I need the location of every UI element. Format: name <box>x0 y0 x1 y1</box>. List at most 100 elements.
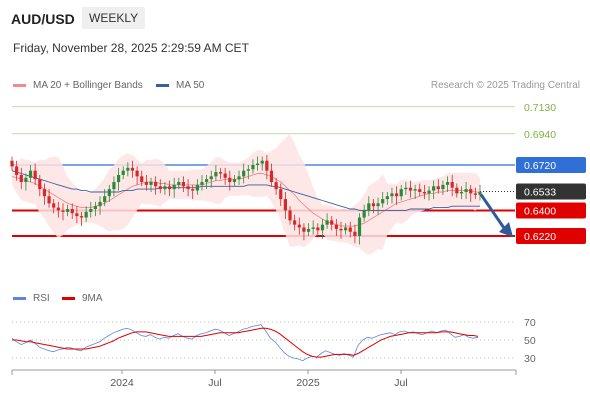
candle-body-78 <box>371 203 376 207</box>
candle-body-49 <box>237 176 241 180</box>
candle-body-59 <box>283 199 287 211</box>
forecast-arrow-head <box>499 222 513 237</box>
candle-body-32 <box>158 186 162 190</box>
level-label-4: 0.6400 <box>524 205 556 217</box>
legend-ma50: MA 50 <box>156 80 204 91</box>
candle-body-86 <box>408 187 413 191</box>
candle-body-87 <box>413 189 417 191</box>
candle-body-72 <box>344 227 348 231</box>
candle-body-30 <box>149 182 153 185</box>
candle-body-80 <box>381 199 385 204</box>
candle-body-53 <box>255 163 260 165</box>
level-label-3: 0.6533 <box>524 187 556 199</box>
candle-body-88 <box>418 189 422 192</box>
candle-body-60 <box>288 210 292 221</box>
candle-body-83 <box>394 193 399 197</box>
rsi-swatch <box>13 297 26 300</box>
symbol-title: AUD/USD <box>11 11 75 27</box>
candle-body-76 <box>362 210 366 218</box>
candle-body-61 <box>293 220 297 225</box>
candle-body-27 <box>135 170 139 177</box>
candle-body-20 <box>103 196 107 202</box>
candle-body-0 <box>10 160 14 167</box>
level-badge-3 <box>516 183 586 200</box>
candle-body-48 <box>232 179 237 183</box>
candle-body-35 <box>172 184 176 190</box>
bollinger-band-fill <box>12 134 480 255</box>
candle-body-97 <box>459 191 464 194</box>
candle-body-47 <box>228 177 232 183</box>
candle-body-33 <box>163 186 167 190</box>
x-tick-label-3: Jul <box>394 377 407 389</box>
candle-body-67 <box>320 224 325 231</box>
ma20-label: MA 20 + Bollinger Bands <box>33 80 143 91</box>
candle-body-16 <box>84 211 88 218</box>
candle-body-28 <box>140 176 144 183</box>
forecast-arrow-shaft <box>479 193 506 229</box>
header-bar: AUD/USD WEEKLY <box>0 0 590 32</box>
candle-body-74 <box>353 231 357 236</box>
rsi-tick-1: 50 <box>524 335 536 347</box>
candle-body-89 <box>422 191 426 194</box>
candle-body-19 <box>98 201 102 207</box>
candle-body-37 <box>181 182 186 187</box>
candle-body-96 <box>455 187 459 194</box>
rsi-tick-2: 30 <box>524 353 536 365</box>
forecast-arrow-group <box>479 193 513 237</box>
level-label-5: 0.6220 <box>524 231 556 243</box>
rsi-label: RSI <box>33 293 50 304</box>
rsi-ma-line <box>12 327 479 358</box>
legend-rsi-ma: 9MA <box>62 293 103 304</box>
candle-body-66 <box>316 227 320 231</box>
candle-body-81 <box>385 196 389 200</box>
candle-body-54 <box>260 160 264 164</box>
legend-rsi: RSI <box>13 293 50 304</box>
candle-body-91 <box>432 186 436 191</box>
candle-body-44 <box>214 172 218 177</box>
level-badge-2 <box>516 157 586 173</box>
candle-body-3 <box>24 177 28 183</box>
level-badge-4 <box>516 202 586 219</box>
x-tick-label-1: Jul <box>208 377 221 389</box>
candle-body-4 <box>28 170 33 178</box>
candle-body-2 <box>19 174 23 183</box>
candle-body-31 <box>154 182 158 187</box>
bollinger-bands <box>12 134 480 255</box>
candle-body-14 <box>75 213 79 217</box>
candle-body-41 <box>200 182 204 185</box>
candle-body-99 <box>469 189 473 194</box>
level-label-2: 0.6720 <box>524 160 556 172</box>
candle-body-26 <box>130 167 135 171</box>
candle-body-36 <box>177 182 181 185</box>
candle-body-24 <box>121 170 125 175</box>
candle-body-55 <box>265 160 269 171</box>
candle-body-9 <box>52 203 56 208</box>
candle-body-90 <box>427 190 431 194</box>
level-badge-5 <box>516 228 586 244</box>
candle-body-63 <box>302 227 306 232</box>
legend-ma20: MA 20 + Bollinger Bands <box>13 80 143 91</box>
ma50-label: MA 50 <box>176 80 205 91</box>
level-label-0: 0.7130 <box>524 102 556 114</box>
candle-body-100 <box>473 193 477 195</box>
ma20-swatch <box>13 84 26 87</box>
candle-body-58 <box>279 189 283 200</box>
candle-body-77 <box>367 203 371 211</box>
timeframe-badge[interactable]: WEEKLY <box>82 7 146 29</box>
level-labels: 0.7130 0.6940 0.6720 0.6533 0.6400 0.6220 <box>516 102 586 244</box>
candle-body-52 <box>251 165 255 170</box>
candle-body-98 <box>464 189 468 192</box>
candle-body-85 <box>404 187 408 190</box>
candle-body-82 <box>390 193 394 197</box>
candle-body-23 <box>116 174 121 183</box>
rsi-line <box>11 324 479 362</box>
candle-body-12 <box>66 209 70 212</box>
candle-body-70 <box>334 224 338 229</box>
candle-body-95 <box>450 182 454 188</box>
x-axis: 2024 Jul 2025 Jul <box>11 369 517 389</box>
candle-body-92 <box>436 186 440 190</box>
candle-body-101 <box>478 191 482 195</box>
candle-body-42 <box>205 179 209 183</box>
candle-body-64 <box>306 228 311 232</box>
